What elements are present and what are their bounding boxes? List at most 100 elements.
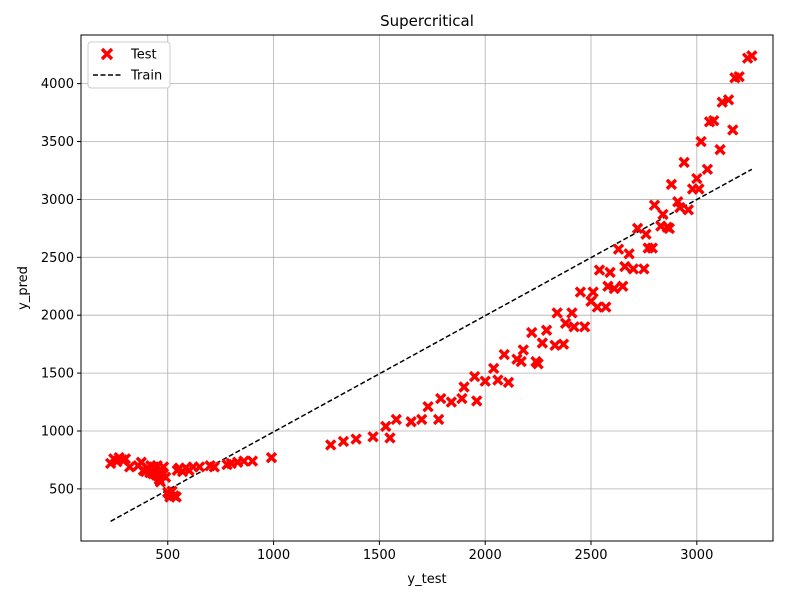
test-point [468,370,481,383]
test-point [405,416,417,428]
test-point [648,199,661,211]
test-point [487,362,500,375]
test-point [458,381,470,393]
test-point [479,375,491,387]
test-point [445,396,458,408]
test-point [638,263,650,275]
y-tick-label: 1500 [41,367,74,382]
test-point [422,400,434,413]
x-tick-label: 500 [155,548,180,563]
test-point [159,471,172,484]
x-axis-label: y_test [407,572,446,587]
test-point [695,135,707,148]
test-point [532,358,544,370]
test-point [238,455,250,467]
test-point [612,243,625,255]
test-point [593,264,606,276]
test-point [568,321,580,333]
test-point [746,50,758,62]
x-tick-label: 2000 [469,548,502,563]
test-series [104,50,758,503]
test-point [619,260,631,273]
y-tick-label: 2000 [41,309,74,324]
x-tick-label: 2500 [574,548,607,563]
test-point [325,439,337,451]
legend-train-label: Train [130,69,162,84]
y-axis-label: y_pred [16,266,31,310]
plot-area-frame [80,34,774,542]
test-point [663,222,676,235]
test-point [566,307,578,319]
test-point [674,201,686,214]
test-point [416,413,428,426]
test-point [578,321,591,333]
test-point [265,451,278,464]
test-point [657,208,669,221]
test-point [350,433,362,445]
test-point [708,114,720,127]
test-point [119,453,132,465]
test-point [157,461,170,473]
test-point [435,392,447,405]
test-point [246,455,259,467]
test-point [627,263,640,275]
y-tick-label: 4000 [41,77,74,92]
test-point [587,286,599,298]
test-point [540,324,553,336]
test-point [170,491,182,503]
test-point [617,280,629,292]
test-point [502,376,515,389]
x-tick-label: 3000 [680,548,713,563]
test-point [604,266,616,279]
test-point [574,286,587,298]
legend-test-label: Test [130,48,157,63]
test-point [701,163,714,176]
test-point [208,461,221,473]
test-point [432,413,445,426]
x-tick-label: 1000 [257,548,290,563]
test-point [526,326,538,339]
test-point [471,395,483,407]
test-point [515,355,527,368]
test-point [390,413,403,426]
test-point [678,156,690,169]
test-point [517,344,529,356]
test-point [623,248,635,260]
test-point [646,242,659,254]
legend: Test Train [87,41,171,89]
test-point [536,337,549,349]
test-point [498,348,510,361]
test-point [693,183,705,195]
test-point [549,339,561,352]
test-point [727,124,739,136]
y-tick-label: 1000 [41,425,74,440]
test-point [193,461,206,473]
test-point [608,282,620,295]
test-point [384,432,396,444]
test-point [691,172,703,185]
legend-x-icon [100,47,114,61]
test-point [337,435,350,448]
test-point [591,301,604,313]
test-point [551,307,563,319]
test-point [722,94,735,106]
test-point [631,222,644,235]
test-point [123,461,136,473]
y-tick-label: 3500 [41,135,74,150]
y-tick-label: 500 [49,482,74,497]
test-point [367,431,379,443]
test-point [559,317,572,330]
test-point [640,228,652,240]
test-point [733,70,745,83]
chart-title: Supercritical [380,12,474,30]
legend-test-marker [100,47,114,61]
y-tick-label: 3000 [41,193,74,208]
test-point [665,178,678,191]
test-point [492,374,504,386]
x-axis-ticks: 500 1000 1500 2000 2500 3000 [155,541,713,563]
test-point [380,420,392,433]
test-point [600,301,612,313]
y-axis-ticks: 500 1000 1500 2000 2500 3000 3500 4000 [41,77,81,497]
test-point [682,204,695,216]
